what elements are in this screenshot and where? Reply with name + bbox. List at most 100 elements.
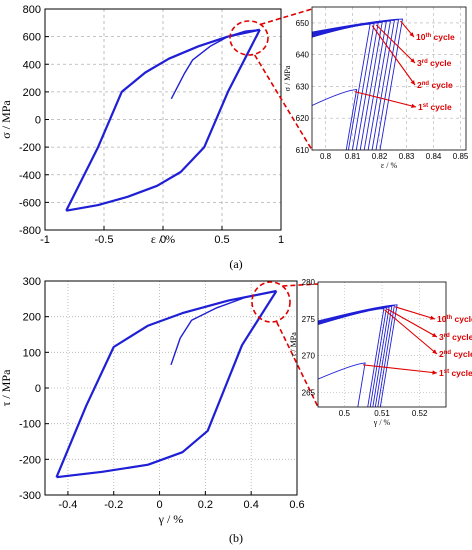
x-tick-label: -0.2	[104, 499, 123, 511]
y-tick-label: 400	[23, 59, 41, 71]
inset-y-tick-label: 640	[296, 51, 310, 60]
annotation-arrow	[375, 24, 416, 64]
cycle-annotation: 2nd cycle	[417, 80, 453, 90]
zoom-connector	[254, 54, 313, 151]
y-tick-label: -600	[19, 197, 41, 209]
inset-x-tick-label: 0.52	[412, 409, 428, 418]
cycle-annotation: 1st cycle	[418, 102, 452, 112]
y-axis-label: σ / MPa	[0, 100, 13, 139]
inset-x-axis-label: ε / %	[381, 161, 398, 170]
inset-y-tick-label: 280	[302, 278, 316, 287]
x-tick-label: 0.2	[198, 499, 213, 511]
inset-x-axis-label: γ / %	[373, 418, 391, 427]
y-tick-label: 300	[23, 276, 41, 288]
x-tick-label: 1	[278, 234, 284, 246]
inset-cycle-curve	[318, 304, 398, 407]
inset-cycle-curve	[312, 89, 358, 150]
inset-plot-area	[318, 282, 446, 407]
inset-x-tick-label: 0.85	[453, 152, 469, 161]
zoom-circle	[251, 281, 291, 323]
inset-chart: 0.8 0.81 0.82 0.83 0.84 0.85 610 620 630 640 650 ε …	[283, 6, 469, 170]
cycle-annotation: 3rd cycle	[417, 58, 452, 68]
inset-y-tick-label: 650	[296, 19, 310, 28]
panel-label: (b)	[229, 531, 243, 545]
x-tick-label: 0.4	[244, 499, 259, 511]
annotation-arrow	[394, 306, 436, 320]
y-tick-label: -400	[19, 170, 41, 182]
series-line	[170, 29, 260, 100]
inset-y-tick-label: 620	[296, 114, 310, 123]
inset-cycle-curve	[312, 18, 404, 150]
annotation-arrow	[362, 364, 438, 374]
inset-x-tick-label: 0.51	[374, 409, 390, 418]
inset-y-axis-label: τ / MPa	[289, 332, 298, 357]
inset-y-tick-label: 265	[302, 388, 316, 397]
cycle-annotation: 2nd cycle	[439, 349, 472, 359]
inset-y-tick-label: 270	[302, 352, 316, 361]
annotation-arrowhead	[410, 80, 415, 85]
annotation-arrowhead	[432, 370, 437, 375]
inset-y-tick-label: 630	[296, 82, 310, 91]
annotation-arrow	[354, 91, 417, 108]
series-line	[56, 290, 278, 479]
annotation-arrowhead	[411, 103, 416, 108]
x-tick-label: 0	[156, 499, 162, 511]
annotation-arrowhead	[409, 32, 414, 37]
y-tick-label: 200	[23, 87, 41, 99]
y-tick-label: -300	[19, 490, 41, 502]
annotation-arrow	[371, 25, 416, 86]
inset-curves	[312, 18, 404, 150]
inset-chart: 0.5 0.51 0.52 265 270 275 280 γ / % τ / MPa 10th …	[289, 278, 472, 427]
series-line	[55, 289, 277, 478]
cycle-annotation: 10th cycle	[437, 314, 472, 324]
y-tick-label: 100	[23, 347, 41, 359]
y-tick-label: -200	[19, 142, 41, 154]
inset-y-tick-label: 610	[296, 146, 310, 155]
y-tick-label: -800	[19, 225, 41, 237]
x-tick-label: -1	[40, 234, 50, 246]
inset-frame	[311, 6, 467, 151]
annotation-arrow	[386, 308, 438, 338]
y-tick-label: 200	[23, 312, 41, 324]
inset-y-tick-label: 275	[302, 315, 316, 324]
inset-x-tick-label: 0.8	[320, 152, 332, 161]
inset-cycle-curve	[318, 362, 366, 407]
inset-curves	[318, 304, 398, 407]
x-tick-label: -0.5	[95, 234, 114, 246]
series-line	[66, 29, 261, 212]
annotation-arrowhead	[432, 332, 437, 337]
panel-label: (a)	[229, 257, 242, 271]
panel-a: -1 -0.5 0 0.5 1 -800 -600 -400 -200 0 200 400 600 800…	[0, 4, 469, 271]
x-axis-label: γ / %	[158, 512, 184, 526]
x-tick-label: 0.5	[214, 234, 229, 246]
y-tick-label: 600	[23, 32, 41, 44]
y-axis-label: τ / MPa	[0, 369, 13, 407]
y-tick-label: 0	[35, 383, 41, 395]
series-line	[65, 28, 261, 212]
inset-x-tick-label: 0.82	[372, 152, 388, 161]
annotation-arrowhead	[430, 315, 435, 320]
x-tick-label: 0	[160, 234, 166, 246]
zoom-connector	[260, 8, 313, 26]
inset-x-tick-label: 0.5	[339, 409, 351, 418]
y-tick-label: -200	[19, 454, 41, 466]
y-tick-label: -100	[19, 419, 41, 431]
cycle-annotation: 3rd cycle	[439, 332, 472, 342]
zoom-connector	[282, 283, 319, 287]
inset-x-tick-label: 0.83	[399, 152, 415, 161]
cycle-annotation: 10th cycle	[416, 32, 455, 42]
inset-frame	[317, 281, 447, 408]
x-axis-label: ε / %	[151, 232, 175, 246]
inset-y-axis-label: σ / MPa	[283, 65, 292, 91]
x-tick-label: -0.4	[58, 499, 77, 511]
annotation-arrowhead	[410, 58, 415, 63]
cycle-annotation: 1st cycle	[439, 368, 472, 378]
inset-x-tick-label: 0.81	[345, 152, 361, 161]
inset-x-tick-label: 0.84	[426, 152, 442, 161]
y-tick-label: 800	[23, 4, 41, 16]
zoom-circle	[229, 20, 269, 56]
panel-b: -0.4 -0.2 0 0.2 0.4 0.6 -300 -200 -100 0 100 200 300…	[0, 276, 472, 545]
x-tick-label: 0.6	[289, 499, 304, 511]
annotation-arrow	[384, 309, 438, 355]
